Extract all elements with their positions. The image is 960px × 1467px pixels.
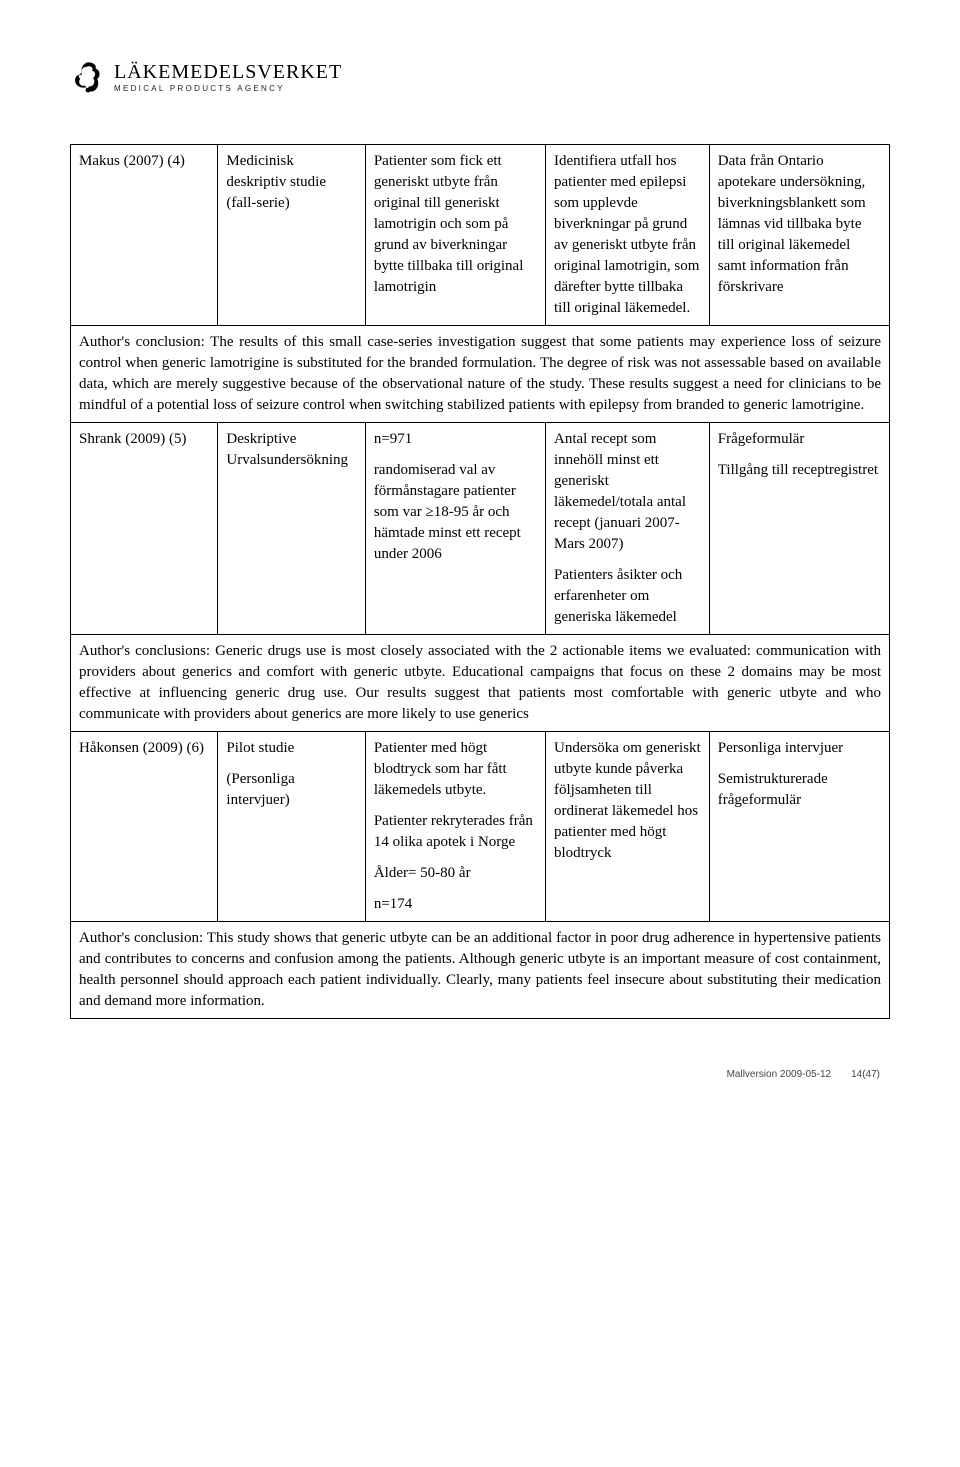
data-cell: Personliga intervjuer Semistrukturerade f… [709, 732, 889, 922]
data-cell: Håkonsen (2009) (6) [71, 732, 218, 922]
page: LÄKEMEDELSVERKET MEDICAL PRODUCTS AGENCY… [0, 0, 960, 1120]
evidence-table: Makus (2007) (4) Medicinisk deskriptiv st… [70, 144, 890, 1019]
cell-paragraph: Identifiera utfall hos patienter med epi… [554, 151, 701, 319]
table-row: Håkonsen (2009) (6) Pilot studie (Personl… [71, 732, 890, 922]
cell-paragraph: Patienter med högt blodtryck som har fåt… [374, 738, 537, 801]
cell-paragraph: Håkonsen (2009) (6) [79, 738, 209, 759]
cell-paragraph: Undersöka om generiskt utbyte kunde påve… [554, 738, 701, 864]
table-row: Author's conclusion: The results of this… [71, 326, 890, 423]
page-footer: Mallversion 2009-05-12 14(47) [70, 1069, 890, 1080]
cell-paragraph: n=971 [374, 429, 537, 450]
cell-paragraph: Shrank (2009) (5) [79, 429, 209, 450]
data-cell: Undersöka om generiskt utbyte kunde påve… [545, 732, 709, 922]
mallversion-text: Mallversion 2009-05-12 [727, 1069, 832, 1080]
data-cell: Patienter med högt blodtryck som har fåt… [365, 732, 545, 922]
data-cell: n=971 randomiserad val av förmånstagare p… [365, 423, 545, 635]
cell-paragraph: Patienters åsikter och erfarenheter om g… [554, 565, 701, 628]
cell-paragraph: Medicinisk deskriptiv studie (fall-serie… [226, 151, 356, 214]
cell-paragraph: n=174 [374, 894, 537, 915]
conclusion-cell: Author's conclusion: This study shows th… [71, 922, 890, 1019]
data-cell: Frågeformulär Tillgång till receptregistr… [709, 423, 889, 635]
cell-paragraph: Patienter som fick ett generiskt utbyte … [374, 151, 537, 298]
cell-paragraph: Data från Ontario apotekare undersökning… [718, 151, 881, 298]
table-row: Makus (2007) (4) Medicinisk deskriptiv st… [71, 145, 890, 326]
cell-paragraph: Deskriptive Urvalsundersökning [226, 429, 356, 471]
page-number: 14(47) [851, 1069, 880, 1080]
logo-mark-icon [70, 60, 104, 94]
cell-paragraph: Frågeformulär [718, 429, 881, 450]
data-cell: Deskriptive Urvalsundersökning [218, 423, 365, 635]
cell-paragraph: Tillgång till receptregistret [718, 460, 881, 481]
conclusion-cell: Author's conclusions: Generic drugs use … [71, 635, 890, 732]
table-row: Author's conclusions: Generic drugs use … [71, 635, 890, 732]
data-cell: Makus (2007) (4) [71, 145, 218, 326]
logo-text: LÄKEMEDELSVERKET MEDICAL PRODUCTS AGENCY [114, 62, 342, 93]
cell-paragraph: randomiserad val av förmånstagare patien… [374, 460, 537, 565]
data-cell: Identifiera utfall hos patienter med epi… [545, 145, 709, 326]
cell-paragraph: Antal recept som innehöll minst ett gene… [554, 429, 701, 555]
table-row: Author's conclusion: This study shows th… [71, 922, 890, 1019]
logo-sub-text: MEDICAL PRODUCTS AGENCY [114, 85, 342, 93]
cell-paragraph: Semistrukturerade frågeformulär [718, 769, 881, 811]
data-cell: Patienter som fick ett generiskt utbyte … [365, 145, 545, 326]
data-cell: Pilot studie (Personliga intervjuer) [218, 732, 365, 922]
cell-paragraph: Pilot studie [226, 738, 356, 759]
data-cell: Shrank (2009) (5) [71, 423, 218, 635]
cell-paragraph: (Personliga intervjuer) [226, 769, 356, 811]
cell-paragraph: Personliga intervjuer [718, 738, 881, 759]
logo-main-text: LÄKEMEDELSVERKET [114, 62, 342, 82]
conclusion-cell: Author's conclusion: The results of this… [71, 326, 890, 423]
cell-paragraph: Ålder= 50-80 år [374, 863, 537, 884]
data-cell: Data från Ontario apotekare undersökning… [709, 145, 889, 326]
agency-logo: LÄKEMEDELSVERKET MEDICAL PRODUCTS AGENCY [70, 60, 890, 94]
data-cell: Antal recept som innehöll minst ett gene… [545, 423, 709, 635]
cell-paragraph: Patienter rekryterades från 14 olika apo… [374, 811, 537, 853]
cell-paragraph: Makus (2007) (4) [79, 151, 209, 172]
table-row: Shrank (2009) (5) Deskriptive Urvalsunder… [71, 423, 890, 635]
data-cell: Medicinisk deskriptiv studie (fall-serie… [218, 145, 365, 326]
